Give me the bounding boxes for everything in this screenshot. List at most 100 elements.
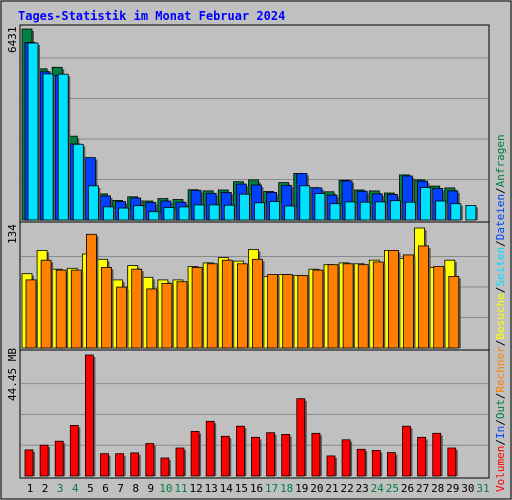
visits-bar-rechner-day-21 [327,264,339,349]
hits-bar-seiten-day-17 [269,201,281,221]
legend-item-in: In [494,426,507,439]
x-tick-label: 2 [42,482,49,495]
visits-bar-rechner-day-27 [418,245,430,349]
x-tick-label: 7 [117,482,124,495]
hits-bar-seiten-day-7 [118,207,129,221]
visits-bar-rechner-day-12 [191,266,203,349]
volume-bar-volumen-day-9 [145,443,155,477]
hits-bar-seiten-day-1 [27,42,39,221]
hits-bar-seiten-day-29 [450,203,462,221]
hits-bar-seiten-day-19 [299,185,311,221]
hits-bar-seiten-day-30 [465,204,477,221]
x-tick-label: 6 [102,482,109,495]
visits-bar-rechner-day-8 [131,268,143,349]
legend-separator: / [494,287,507,294]
volume-bar-volumen-day-18 [281,433,291,477]
visits-bar-rechner-day-5 [86,233,97,349]
visits-bar-rechner-day-7 [116,286,127,349]
hits-bar-seiten-day-20 [314,193,326,221]
bar-layer [21,28,478,477]
x-tick-label: 30 [461,482,474,495]
volume-bar-volumen-day-5 [85,354,94,477]
volume-bar-volumen-day-16 [251,436,260,477]
volume-bar-volumen-day-23 [356,448,366,477]
visits-bar-rechner-day-18 [282,274,294,349]
x-tick-label: 23 [356,482,369,495]
hits-axis-max-label: 6431 [6,27,19,54]
hits-bar-seiten-day-10 [163,207,175,221]
volume-bar-volumen-day-28 [432,432,442,477]
hits-bar-seiten-day-16 [254,202,265,221]
legend-separator: / [494,240,507,247]
legend-separator: / [494,419,507,426]
volume-bar-volumen-day-29 [447,447,457,477]
legend-separator: / [494,393,507,400]
legend-item-seiten: Seiten [494,247,507,287]
volume-bar-volumen-day-25 [386,452,396,477]
hits-bar-seiten-day-13 [208,204,220,221]
hits-bar-seiten-day-23 [359,201,371,221]
visits-bar-rechner-day-29 [448,275,460,349]
hits-bar-seiten-day-24 [374,201,386,221]
volume-bar-volumen-day-7 [115,453,124,477]
volume-bar-volumen-day-27 [417,436,427,477]
x-tick-label: 16 [250,482,263,495]
hits-bar-seiten-day-22 [344,201,356,221]
legend-item-besuche: Besuche [494,293,507,339]
visits-bar-rechner-day-4 [70,269,82,349]
visits-bar-rechner-day-20 [312,269,324,349]
hits-bar-seiten-day-4 [72,143,84,221]
x-tick-label: 10 [159,482,172,495]
visits-bar-rechner-day-9 [146,288,158,349]
legend-separator: / [494,187,507,194]
visits-bar-rechner-day-3 [55,269,67,349]
hits-bar-seiten-day-28 [435,200,447,221]
x-tick-label: 5 [87,482,94,495]
volume-bar-volumen-day-15 [235,425,245,477]
volume-bar-volumen-day-26 [402,425,411,477]
legend-item-rechner: Rechner [494,346,507,393]
x-tick-label: 21 [325,482,338,495]
volume-bar-volumen-day-19 [296,398,306,477]
x-tick-label: 11 [174,482,187,495]
volume-bar-volumen-day-20 [311,432,321,477]
x-tick-label: 20 [310,482,323,495]
volume-bar-volumen-day-3 [54,440,64,477]
visits-bar-rechner-day-1 [25,279,37,349]
visits-bar-rechner-day-10 [161,283,173,349]
visits-bar-rechner-day-15 [236,263,248,349]
hits-bar-seiten-day-26 [405,201,416,221]
chart-title: Tages-Statistik im Monat Februar 2024 [18,9,285,23]
x-tick-label: 26 [401,482,414,495]
volume-bar-volumen-day-6 [100,453,109,477]
legend-separator: / [494,340,507,347]
visits-axis-max-label: 134 [6,224,19,244]
visits-bar-rechner-day-25 [387,249,399,349]
volume-bar-volumen-day-10 [160,457,170,477]
x-tick-label: 19 [295,482,308,495]
volume-bar-volumen-day-11 [175,447,185,477]
legend-item-volumen: Volumen [494,446,507,492]
visits-bar-rechner-day-22 [342,263,354,349]
visits-bar-rechner-day-19 [297,275,309,349]
x-tick-label: 9 [147,482,154,495]
x-tick-label: 4 [72,482,79,495]
visits-bar-rechner-day-23 [357,264,369,349]
x-tick-label: 27 [416,482,429,495]
hits-bar-seiten-day-2 [42,73,54,221]
x-tick-label: 25 [386,482,399,495]
visits-bar-rechner-day-14 [221,259,233,349]
hits-bar-seiten-day-25 [389,200,401,221]
visits-bar-rechner-day-11 [176,281,188,349]
x-tick-label: 17 [265,482,278,495]
x-tick-label: 8 [132,482,139,495]
x-tick-label: 18 [280,482,293,495]
hits-bar-seiten-day-18 [284,205,296,221]
volume-bar-volumen-day-4 [69,424,79,477]
visits-bar-rechner-day-26 [403,254,414,349]
x-tick-label: 24 [371,482,385,495]
hits-bar-seiten-day-15 [238,193,250,221]
visits-bar-rechner-day-24 [372,261,384,349]
volume-bar-volumen-day-12 [190,430,200,477]
x-tick-label: 28 [431,482,444,495]
